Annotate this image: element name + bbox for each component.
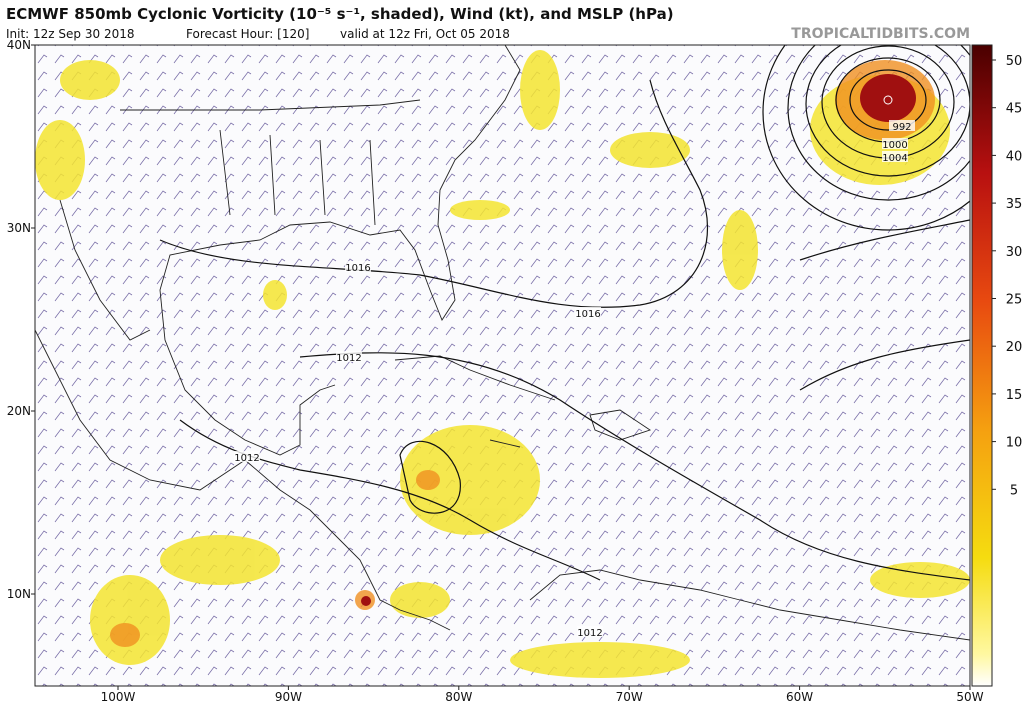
colorbar-label: 5 — [1010, 483, 1018, 498]
longitude-label: 90W — [275, 690, 302, 704]
coastlines — [35, 45, 970, 641]
isobar-label-bg — [889, 120, 915, 131]
isobar-label: 1012 — [336, 353, 361, 364]
isobar-label: 1000 — [882, 140, 907, 151]
longitude-label: 70W — [616, 690, 643, 704]
isobar-label-bg — [336, 351, 362, 362]
colorbar-label: 30 — [1006, 245, 1023, 260]
latitude-label: 30N — [7, 221, 31, 235]
isobar-label: 1012 — [234, 453, 259, 464]
colorbar-label: 20 — [1006, 340, 1023, 355]
latitude-label: 20N — [7, 404, 31, 418]
cyclone-center — [883, 95, 893, 105]
longitude-label: 50W — [956, 690, 983, 704]
isobar-label-bg — [882, 138, 908, 149]
isobar-label: 1004 — [882, 153, 907, 164]
cyclone-core — [361, 74, 916, 606]
site-name: TROPICALTIDBITS.COM — [791, 26, 970, 42]
latitude-label: 40N — [7, 38, 31, 52]
init-time: Init: 12z Sep 30 2018 — [6, 27, 134, 41]
isobar-label: 1016 — [575, 309, 600, 320]
forecast-hour: Forecast Hour: [120] — [186, 27, 309, 41]
colorbar-label: 40 — [1006, 149, 1023, 164]
isobar-label-bg — [575, 307, 601, 318]
isobar-label-bg — [345, 261, 371, 272]
map-area — [35, 45, 970, 686]
colorbar-label: 10 — [1006, 436, 1023, 451]
isobar-label-bg — [882, 151, 908, 162]
title: ECMWF 850mb Cyclonic Vorticity (10⁻⁵ s⁻¹… — [6, 5, 674, 23]
isobar-label: 1012 — [577, 628, 602, 639]
colorbar-label: 15 — [1006, 388, 1023, 403]
isobar-label: 992 — [892, 122, 911, 133]
isobar-label: 1016 — [345, 263, 370, 274]
isobars — [159, 45, 970, 581]
colorbar — [971, 44, 993, 687]
colorbar-label: 45 — [1006, 102, 1023, 117]
valid-time: valid at 12z Fri, Oct 05 2018 — [340, 27, 510, 41]
longitude-label: 60W — [786, 690, 813, 704]
latitude-label: 10N — [7, 587, 31, 601]
colorbar-label: 50 — [1006, 54, 1023, 69]
colorbar-label: 35 — [1006, 197, 1023, 212]
longitude-label: 100W — [101, 690, 136, 704]
longitude-label: 80W — [445, 690, 472, 704]
map-frame — [34, 44, 971, 687]
isobar-label-bg — [234, 451, 260, 462]
colorbar-label: 25 — [1006, 292, 1023, 307]
isobar-label-bg — [577, 626, 603, 637]
